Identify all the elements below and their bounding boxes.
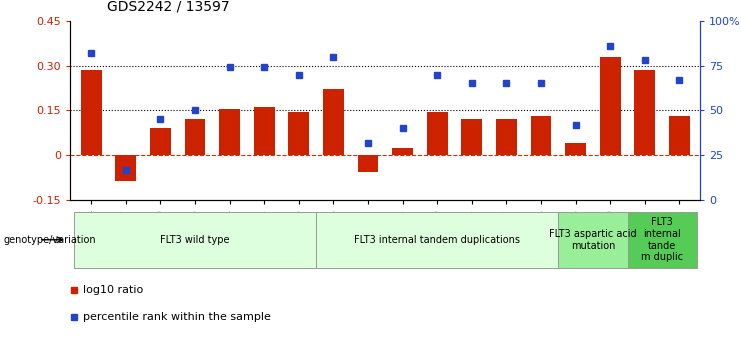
Bar bbox=[427, 112, 448, 155]
Text: log10 ratio: log10 ratio bbox=[83, 285, 143, 295]
Bar bbox=[323, 89, 344, 155]
Bar bbox=[392, 148, 413, 155]
Text: FLT3 wild type: FLT3 wild type bbox=[160, 235, 230, 245]
Text: genotype/variation: genotype/variation bbox=[4, 235, 96, 245]
Bar bbox=[669, 116, 690, 155]
FancyBboxPatch shape bbox=[74, 211, 316, 268]
Text: FLT3 aspartic acid
mutation: FLT3 aspartic acid mutation bbox=[549, 229, 637, 250]
Text: percentile rank within the sample: percentile rank within the sample bbox=[83, 313, 271, 322]
Text: FLT3 internal tandem duplications: FLT3 internal tandem duplications bbox=[354, 235, 520, 245]
FancyBboxPatch shape bbox=[559, 211, 628, 268]
Bar bbox=[634, 70, 655, 155]
Bar bbox=[462, 119, 482, 155]
Bar bbox=[358, 155, 379, 172]
Bar bbox=[254, 107, 275, 155]
Bar bbox=[116, 155, 136, 181]
Bar bbox=[565, 143, 586, 155]
Bar bbox=[150, 128, 170, 155]
FancyBboxPatch shape bbox=[628, 211, 697, 268]
Bar bbox=[81, 70, 102, 155]
Bar bbox=[219, 109, 240, 155]
Bar bbox=[496, 119, 516, 155]
Text: GDS2242 / 13597: GDS2242 / 13597 bbox=[107, 0, 230, 14]
Bar bbox=[288, 112, 309, 155]
Bar bbox=[600, 57, 621, 155]
Bar bbox=[531, 116, 551, 155]
Bar bbox=[185, 119, 205, 155]
FancyBboxPatch shape bbox=[316, 211, 559, 268]
Text: FLT3
internal
tande
m duplic: FLT3 internal tande m duplic bbox=[641, 217, 683, 262]
